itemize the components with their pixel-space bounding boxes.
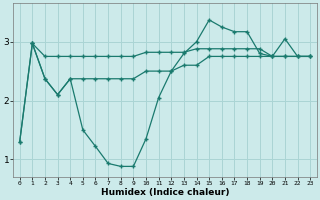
X-axis label: Humidex (Indice chaleur): Humidex (Indice chaleur) (101, 188, 229, 197)
